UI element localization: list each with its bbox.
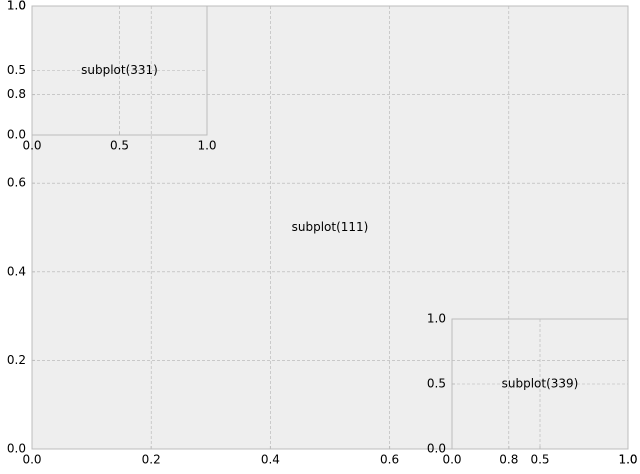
axes-frame <box>31 5 208 136</box>
axes-background <box>32 6 628 449</box>
y-tick-label: 1.0 <box>7 0 26 13</box>
y-tick-label: 0.5 <box>427 377 446 391</box>
annotation: subplot(339) <box>502 377 579 391</box>
y-tick-label: 1.0 <box>427 312 446 326</box>
y-tick-label: 1.0 <box>7 0 26 13</box>
y-tick-label: 0.6 <box>7 176 26 190</box>
x-tick-label: 0.2 <box>142 453 161 467</box>
x-tick-label: 1.0 <box>618 453 637 467</box>
x-tick-label: 0.0 <box>22 139 41 153</box>
axes-frame <box>451 318 629 450</box>
x-tick-label: 0.5 <box>530 453 549 467</box>
x-tick-label: 0.4 <box>261 453 280 467</box>
x-tick-label: 0.5 <box>110 139 129 153</box>
y-tick-label: 0.2 <box>7 353 26 367</box>
x-tick-label: 0.0 <box>442 453 461 467</box>
y-tick-label: 0.0 <box>7 128 26 142</box>
x-tick-label: 0.6 <box>380 453 399 467</box>
annotation: subplot(331) <box>81 63 158 77</box>
annotation: subplot(111) <box>292 220 369 234</box>
x-tick-label: 1.0 <box>618 453 637 467</box>
y-tick-label: 0.0 <box>427 442 446 456</box>
y-tick-label: 0.0 <box>7 442 26 456</box>
axes-frame <box>31 5 629 450</box>
x-tick-label: 0.8 <box>499 453 518 467</box>
x-tick-label: 1.0 <box>197 139 216 153</box>
x-tick-label: 0.0 <box>22 453 41 467</box>
y-tick-label: 0.4 <box>7 264 26 278</box>
y-tick-label: 0.8 <box>7 87 26 101</box>
y-tick-label: 0.5 <box>7 63 26 77</box>
